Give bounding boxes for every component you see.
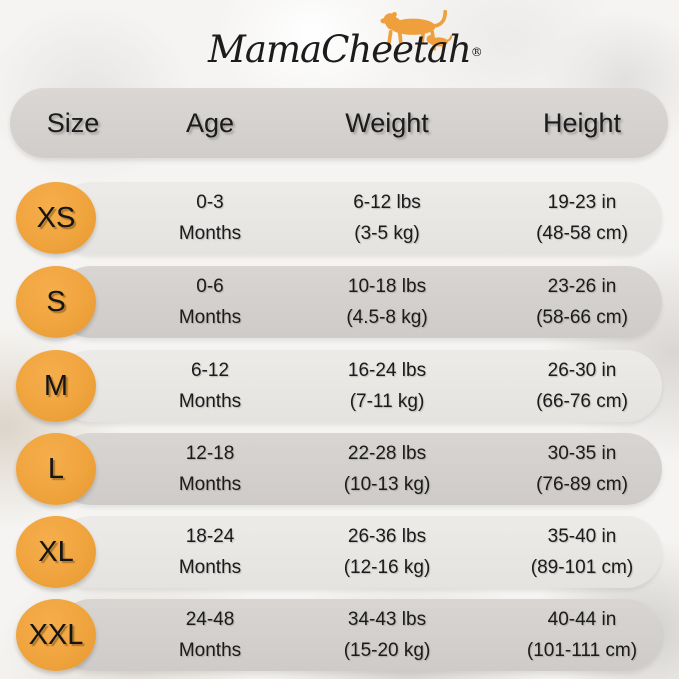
height-cm: (89-101 cm)	[530, 557, 634, 578]
size-badge-xs: XS	[16, 182, 96, 254]
age-cell: 0-6 Months	[146, 266, 274, 338]
age-cell: 24-48 Months	[146, 599, 274, 671]
weight-cell: 16-24 lbs (7-11 kg)	[274, 350, 500, 422]
age-range: 24-48	[185, 609, 235, 630]
weight-kg: (3-5 kg)	[354, 223, 420, 244]
age-unit: Months	[178, 391, 242, 412]
header-pill	[10, 88, 668, 158]
age-unit: Months	[178, 640, 242, 661]
height-cm: (76-89 cm)	[536, 474, 628, 495]
size-badge-xxl: XXL	[16, 599, 96, 671]
row-pill	[55, 266, 662, 338]
brand-name: MamaCheetah®	[208, 28, 483, 71]
row-pill	[55, 350, 662, 422]
height-in: 23-26 in	[547, 276, 617, 297]
row-cells: 0-3 Months 6-12 lbs (3-5 kg) 19-23 in (4…	[0, 182, 664, 254]
size-badge-l: L	[16, 433, 96, 505]
height-in: 19-23 in	[547, 192, 617, 213]
age-cell: 18-24 Months	[146, 516, 274, 588]
age-range: 0-3	[196, 192, 224, 213]
weight-kg: (10-13 kg)	[343, 474, 431, 495]
height-cell: 26-30 in (66-76 cm)	[500, 350, 664, 422]
row-pill	[55, 599, 662, 671]
cheetah-icon	[380, 9, 453, 51]
table-header-row: Size Age Weight Height	[0, 88, 679, 158]
weight-lbs: 26-36 lbs	[347, 526, 427, 547]
weight-cell: 6-12 lbs (3-5 kg)	[274, 182, 500, 254]
age-range: 6-12	[190, 360, 230, 381]
age-range: 12-18	[185, 443, 235, 464]
age-range: 0-6	[196, 276, 224, 297]
row-cells: 0-6 Months 10-18 lbs (4.5-8 kg) 23-26 in…	[0, 266, 664, 338]
weight-cell: 34-43 lbs (15-20 kg)	[274, 599, 500, 671]
height-cm: (58-66 cm)	[536, 307, 628, 328]
height-cm: (101-111 cm)	[526, 640, 638, 661]
height-cell: 35-40 in (89-101 cm)	[500, 516, 664, 588]
height-cell: 30-35 in (76-89 cm)	[500, 433, 664, 505]
height-in: 30-35 in	[547, 443, 617, 464]
size-badge-m: M	[16, 350, 96, 422]
height-cell: 40-44 in (101-111 cm)	[500, 599, 664, 671]
table-row-m: M 6-12 Months 16-24 lbs (7-11 kg) 26-30 …	[0, 350, 679, 422]
header-cells: Size Age Weight Height	[0, 88, 664, 158]
age-cell: 12-18 Months	[146, 433, 274, 505]
size-badge-s: S	[16, 266, 96, 338]
weight-cell: 26-36 lbs (12-16 kg)	[274, 516, 500, 588]
height-cell: 19-23 in (48-58 cm)	[500, 182, 664, 254]
height-cm: (48-58 cm)	[536, 223, 628, 244]
header-size: Size	[46, 107, 100, 138]
table-row-s: S 0-6 Months 10-18 lbs (4.5-8 kg) 23-26 …	[0, 266, 679, 338]
weight-lbs: 10-18 lbs	[347, 276, 427, 297]
row-pill	[55, 433, 662, 505]
header-height: Height	[542, 107, 622, 138]
height-in: 40-44 in	[547, 609, 617, 630]
height-cell: 23-26 in (58-66 cm)	[500, 266, 664, 338]
weight-lbs: 6-12 lbs	[353, 192, 421, 213]
weight-lbs: 34-43 lbs	[347, 609, 427, 630]
age-cell: 6-12 Months	[146, 350, 274, 422]
age-unit: Months	[178, 474, 242, 495]
table-row-xs: XS 0-3 Months 6-12 lbs (3-5 kg) 19-23 in…	[0, 182, 679, 254]
header-weight: Weight	[345, 107, 429, 138]
weight-lbs: 16-24 lbs	[347, 360, 427, 381]
height-cm: (66-76 cm)	[536, 391, 628, 412]
table-row-xl: XL 18-24 Months 26-36 lbs (12-16 kg) 35-…	[0, 516, 679, 588]
table-row-xxl: XXL 24-48 Months 34-43 lbs (15-20 kg) 40…	[0, 599, 679, 671]
row-cells: 12-18 Months 22-28 lbs (10-13 kg) 30-35 …	[0, 433, 664, 505]
size-badge-xl: XL	[16, 516, 96, 588]
height-in: 35-40 in	[547, 526, 617, 547]
age-cell: 0-3 Months	[146, 182, 274, 254]
header-age: Age	[185, 107, 235, 138]
brand-logo: MamaCheetah®	[198, 9, 498, 80]
weight-kg: (12-16 kg)	[343, 557, 431, 578]
brand-name-text: MamaCheetah	[208, 28, 472, 71]
row-cells: 18-24 Months 26-36 lbs (12-16 kg) 35-40 …	[0, 516, 664, 588]
row-pill	[55, 516, 662, 588]
row-pill	[55, 182, 662, 254]
weight-cell: 22-28 lbs (10-13 kg)	[274, 433, 500, 505]
age-unit: Months	[178, 557, 242, 578]
weight-lbs: 22-28 lbs	[347, 443, 427, 464]
table-row-l: L 12-18 Months 22-28 lbs (10-13 kg) 30-3…	[0, 433, 679, 505]
height-in: 26-30 in	[547, 360, 617, 381]
weight-kg: (4.5-8 kg)	[346, 307, 428, 328]
age-unit: Months	[178, 223, 242, 244]
registered-trademark: ®	[470, 45, 483, 59]
weight-kg: (7-11 kg)	[349, 391, 425, 412]
age-range: 18-24	[185, 526, 235, 547]
age-unit: Months	[178, 307, 242, 328]
row-cells: 6-12 Months 16-24 lbs (7-11 kg) 26-30 in…	[0, 350, 664, 422]
weight-cell: 10-18 lbs (4.5-8 kg)	[274, 266, 500, 338]
weight-kg: (15-20 kg)	[343, 640, 431, 661]
row-cells: 24-48 Months 34-43 lbs (15-20 kg) 40-44 …	[0, 599, 664, 671]
